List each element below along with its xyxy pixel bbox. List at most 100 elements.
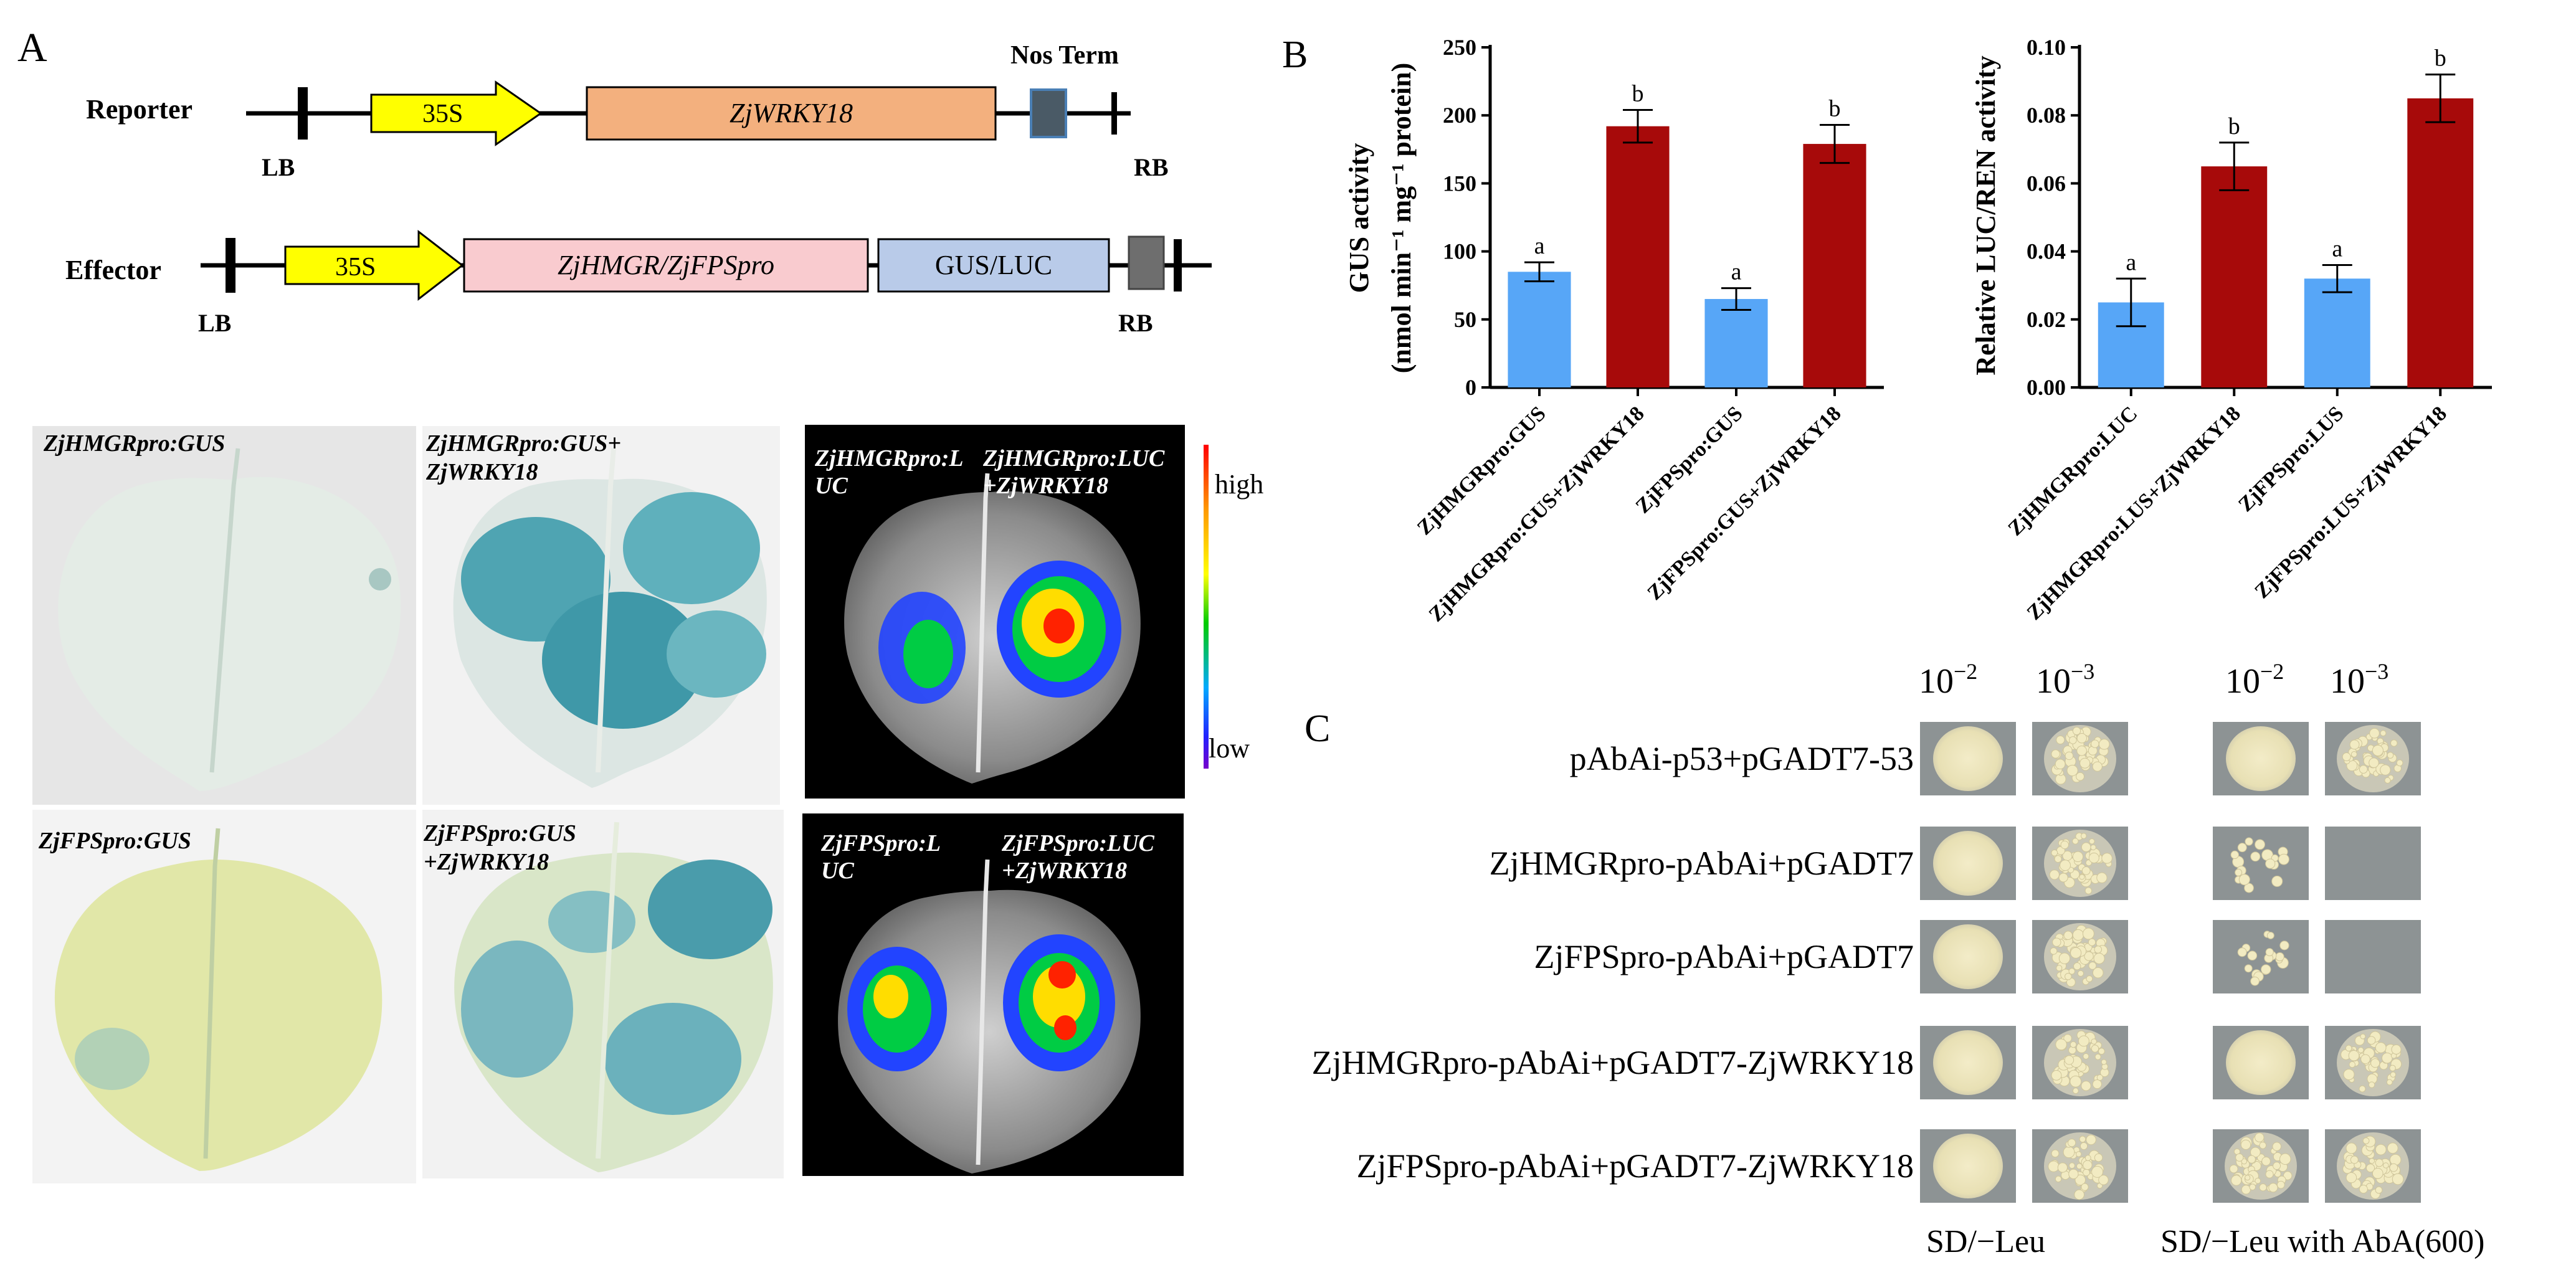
yeast-colony [2362, 1137, 2370, 1144]
y-tick-label: 0.08 [2027, 103, 2066, 128]
yeast-colony [2255, 839, 2266, 850]
yeast-colony [2083, 1160, 2093, 1170]
luc-hmgr-right-label-1: ZjHMGRpro:LUC [982, 445, 1165, 472]
yeast-colony [2098, 1048, 2105, 1055]
yeast-colony [2369, 728, 2380, 739]
yeast-colony [2372, 744, 2384, 757]
strain-label: ZjFPSpro-pAbAi+pGADT7-ZjWRKY18 [1357, 1147, 1914, 1185]
yeast-colony [2051, 849, 2058, 856]
yeast-colony [2098, 739, 2110, 750]
yeast-colony [2231, 1175, 2242, 1186]
yeast-colony [2072, 1088, 2079, 1094]
yeast-colony [2084, 951, 2094, 961]
yeast-colony [2238, 874, 2250, 886]
yeast-colony [2072, 726, 2081, 736]
significance-letter: b [1829, 95, 1841, 121]
yeast-colony [2077, 970, 2084, 977]
colorbar-gradient [1204, 445, 1209, 769]
yeast-colony [2386, 1079, 2393, 1086]
yeast-colony [2081, 866, 2091, 875]
effector-gene-box [463, 238, 869, 293]
yeast-colony [2050, 947, 2058, 955]
yeast-colony [2089, 838, 2095, 845]
reporter-rb-label: RB [1134, 153, 1169, 181]
yeast-colony [2359, 1085, 2366, 1093]
yeast-colony [2056, 735, 2065, 745]
effector-lb-label: LB [198, 309, 231, 337]
yeast-colony [2247, 1155, 2256, 1164]
reporter-terminator-box [1030, 88, 1067, 138]
yeast-colony [2070, 1041, 2077, 1048]
yeast-colony [2345, 1045, 2352, 1052]
yeast-colony [2350, 751, 2357, 757]
panel-c-letter: C [1305, 708, 1330, 750]
yeast-colony [2074, 1189, 2085, 1200]
yeast-colony [2387, 752, 2394, 759]
yeast-colony [2390, 739, 2398, 747]
yeast-colony [2076, 1151, 2082, 1157]
yeast-colony [2235, 868, 2243, 876]
yeast-colony [2082, 927, 2094, 940]
yeast-colony [2058, 952, 2071, 964]
significance-letter: b [2435, 45, 2446, 72]
yeast-colony [2076, 1163, 2083, 1170]
dilution-aba-2: 10−3 [2330, 659, 2388, 701]
y-axis-label-line1: GUS activity [1344, 143, 1374, 293]
yeast-colony [2069, 736, 2077, 744]
leaf-vein [203, 828, 221, 1159]
yeast-colony [2063, 1146, 2075, 1159]
strain-label: ZjHMGRpro-pAbAi+pGADT7 [1490, 845, 1914, 882]
plate-well [2213, 920, 2309, 993]
yeast-colony [2389, 1154, 2402, 1166]
panel-b-letter: B [1282, 34, 1308, 76]
yeast-colony [2250, 1147, 2261, 1158]
luc-ren-chart: 0.000.020.040.060.080.10aZjHMGRpro:LUCbZ… [1970, 35, 2492, 625]
gus-leaf-hmgr: ZjHMGRpro:GUS [32, 426, 416, 805]
reporter-label: Reporter [86, 94, 192, 125]
effector-terminator-box [1128, 235, 1165, 290]
yeast-colony [2384, 777, 2391, 784]
reporter-35s-label: 35S [422, 100, 463, 128]
strain-label: ZjFPSpro-pAbAi+pGADT7 [1534, 938, 1914, 975]
y-tick-label: 0.10 [2027, 35, 2066, 60]
yeast-colony [2049, 870, 2060, 880]
yeast-colony [2076, 745, 2087, 756]
colorbar-high-label: high [1215, 469, 1263, 500]
yeast-colony [2070, 947, 2082, 959]
gus-leaf-hmgr-wrky-label-2: ZjWRKY18 [425, 459, 538, 485]
effector-reporter-label: GUS/LUC [935, 250, 1052, 280]
yeast-colony [2357, 1046, 2364, 1053]
x-tick-label: ZjFPSpro:LUS+ZjWRKY18 [2250, 402, 2451, 603]
yeast-colony [2081, 1183, 2089, 1191]
yeast-one-hybrid-grid: pAbAi-p53+pGADT7-53 ZjHMGRpro-pAbAi+pGADT… [1312, 722, 2421, 1203]
stain-patch [542, 592, 704, 729]
yeast-colony [2245, 837, 2253, 846]
yeast-colony [2272, 1142, 2282, 1151]
yeast-colony [2091, 1165, 2104, 1178]
significance-letter: a [2332, 235, 2342, 262]
yeast-colony [2375, 1144, 2387, 1155]
yeast-colony [2265, 1170, 2274, 1178]
luc-hmgr-right-label-2: +ZjWRKY18 [983, 473, 1108, 499]
yeast-colony [2081, 833, 2087, 839]
yeast-colony [2259, 1142, 2267, 1149]
significance-letter: a [2126, 249, 2136, 275]
y-tick-label: 0.02 [2027, 307, 2066, 332]
y-tick-label: 0.04 [2027, 239, 2066, 264]
media-sd-label: SD/−Leu [1926, 1224, 2045, 1259]
x-tick-label: ZjFPSpro:GUS+ZjWRKY18 [1643, 402, 1845, 604]
strain-label: pAbAi-p53+pGADT7-53 [1570, 740, 1914, 777]
yeast-colony [2229, 1164, 2238, 1173]
signal-patch [873, 975, 908, 1018]
yeast-colony [2092, 967, 2104, 979]
gus-leaf-fps-wrky-label-1: ZjFPSpro:GUS [423, 820, 576, 846]
yeast-colony [2091, 1045, 2099, 1053]
yeast-colony [2055, 1038, 2067, 1051]
yeast-colony [2261, 964, 2271, 975]
bar-4 [1803, 144, 1866, 387]
yeast-colony [2075, 1174, 2086, 1186]
yeast-colony [2056, 965, 2063, 972]
yeast-colony [2266, 931, 2274, 939]
yeast-colony [2054, 855, 2062, 863]
